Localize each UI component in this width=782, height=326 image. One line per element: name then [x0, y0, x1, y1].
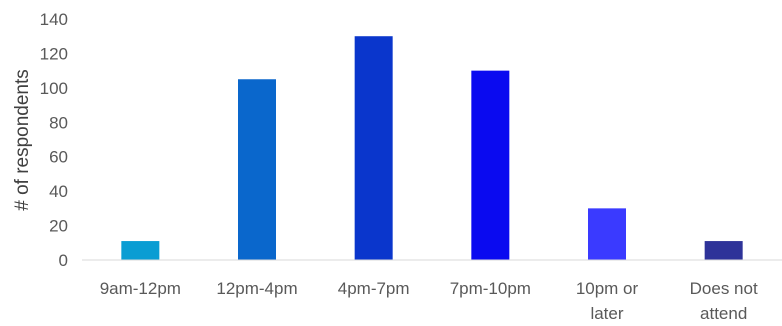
x-tick-label-line: Does not — [690, 279, 758, 298]
x-tick-label-line: 4pm-7pm — [338, 279, 410, 298]
bar — [238, 79, 276, 260]
y-tick-label: 60 — [49, 148, 68, 167]
x-tick-label-line: attend — [700, 304, 747, 323]
x-tick-label-line: 12pm-4pm — [216, 279, 297, 298]
x-axis-ticks: 9am-12pm 12pm-4pm 4pm-7pm 7pm-10pm 10pm or la… — [100, 279, 758, 323]
x-tick-label-line: later — [590, 304, 623, 323]
y-tick-label: 100 — [40, 79, 68, 98]
y-tick-label: 0 — [59, 251, 68, 270]
y-tick-label: 120 — [40, 44, 68, 63]
y-tick-label: 40 — [49, 182, 68, 201]
y-tick-label: 140 — [40, 10, 68, 29]
x-tick-label-line: 10pm or — [576, 279, 639, 298]
x-tick-label: 10pm or later — [576, 279, 639, 323]
y-axis-title: # of respondents — [12, 69, 33, 211]
x-tick-label: 4pm-7pm — [338, 279, 410, 298]
x-tick-label: 12pm-4pm — [216, 279, 297, 298]
y-axis-ticks: 0 20 40 60 80 100 120 140 — [40, 10, 68, 270]
x-tick-label: 7pm-10pm — [450, 279, 531, 298]
y-tick-label: 80 — [49, 113, 68, 132]
bar — [588, 208, 626, 260]
x-tick-label: 9am-12pm — [100, 279, 181, 298]
bars — [121, 36, 743, 261]
bar — [704, 241, 743, 260]
bar — [121, 241, 160, 260]
bar — [471, 70, 510, 261]
x-tick-label-line: 9am-12pm — [100, 279, 181, 298]
y-tick-label: 20 — [49, 217, 68, 236]
bar — [354, 36, 393, 260]
x-tick-label: Does not attend — [690, 279, 758, 323]
x-tick-label-line: 7pm-10pm — [450, 279, 531, 298]
